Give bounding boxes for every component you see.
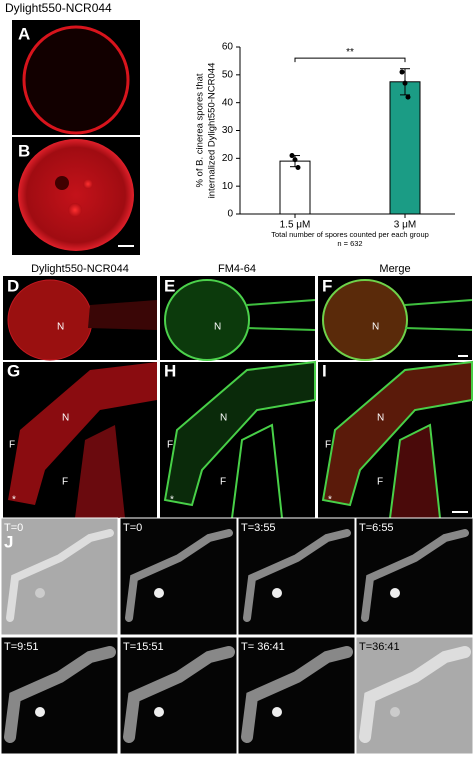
data-point (289, 153, 295, 159)
data-point (402, 80, 408, 86)
spore (390, 707, 400, 717)
spore (35, 588, 45, 598)
annotation: N (57, 322, 64, 333)
bar (389, 81, 421, 215)
y-tick-label: 10 (222, 181, 234, 192)
data-point (405, 94, 411, 100)
y-axis-label: internalized Dylight550-NCR044 (207, 63, 218, 199)
timestamp: T=15:51 (123, 641, 164, 653)
spore (164, 279, 250, 361)
spore (272, 707, 282, 717)
annotation: N (62, 413, 69, 424)
annotation: N (372, 322, 379, 333)
column-header: Dylight550-NCR044 (31, 263, 129, 275)
row-ghi (3, 360, 473, 519)
x-axis-label: n = 632 (337, 239, 362, 248)
annotation: F (9, 440, 15, 451)
hypha (125, 529, 233, 622)
panel-label: D (7, 276, 19, 295)
spot (68, 203, 82, 217)
spore (35, 707, 45, 717)
annotation: N (220, 413, 227, 424)
hypha (8, 362, 157, 505)
hypha (246, 299, 316, 331)
annotation: * (170, 495, 174, 506)
timestamp: T=36:41 (359, 641, 400, 653)
panel-label: G (7, 361, 20, 380)
annotation: F (377, 477, 383, 488)
panel-j (0, 517, 474, 755)
x-axis-label: Total number of spores counted per each … (271, 230, 429, 239)
vacuole (55, 176, 69, 190)
hypha (321, 360, 473, 507)
annotation: F (167, 440, 173, 451)
hypha (361, 529, 469, 622)
annotation: * (12, 495, 16, 506)
hypha (241, 646, 353, 743)
y-tick-label: 20 (222, 153, 234, 164)
significance-bracket (294, 57, 406, 63)
y-tick-label: 40 (222, 97, 234, 108)
row-def (3, 276, 473, 361)
hypha (6, 529, 114, 622)
panel-label: A (18, 24, 30, 43)
bar (279, 160, 311, 215)
y-tick-label: 60 (222, 42, 234, 53)
hypha (75, 425, 125, 518)
panel-label: H (164, 361, 176, 380)
annotation: F (220, 477, 226, 488)
panel-label: C (168, 19, 180, 38)
y-axis-label: % of B. cinerea spores that (195, 73, 206, 187)
spore (154, 588, 164, 598)
data-point (292, 157, 298, 163)
annotation: * (328, 495, 332, 506)
column-header: FM4-64 (218, 263, 256, 275)
hypha (359, 646, 471, 743)
panel-label: I (322, 361, 327, 380)
column-header: Merge (379, 263, 410, 275)
x-tick-label: 3 μM (394, 220, 416, 231)
annotation: F (325, 440, 331, 451)
panel-label: B (18, 141, 30, 160)
annotation: N (214, 322, 221, 333)
figure-header: Dylight550-NCR044 (5, 1, 112, 15)
spore (322, 279, 408, 361)
timestamp: T=9:51 (4, 641, 39, 653)
hypha (163, 360, 316, 507)
hypha (231, 423, 283, 519)
spore (22, 25, 130, 135)
hypha (4, 646, 116, 743)
hypha (123, 646, 235, 743)
spore (272, 588, 282, 598)
timestamp: T= 36:41 (241, 641, 285, 653)
hypha (389, 423, 441, 519)
spore (18, 139, 134, 251)
hypha (88, 300, 157, 330)
timestamp: T=0 (123, 522, 142, 534)
timestamp: T=6:55 (359, 522, 394, 534)
data-point (399, 69, 405, 75)
spore (390, 588, 400, 598)
panel-label: J (4, 532, 13, 551)
y-tick-label: 30 (222, 125, 234, 136)
timestamp: T=3:55 (241, 522, 276, 534)
y-tick-label: 50 (222, 69, 234, 80)
timestamp: T=0 (4, 522, 23, 534)
panel-label: E (164, 276, 175, 295)
panel-label: F (322, 276, 332, 295)
spot (83, 179, 93, 189)
annotation: F (62, 477, 68, 488)
x-tick-label: 1.5 μM (280, 220, 311, 231)
annotation: N (377, 413, 384, 424)
significance-label: ** (346, 47, 354, 58)
hypha (243, 529, 351, 622)
y-tick-label: 0 (227, 209, 233, 220)
spore (154, 707, 164, 717)
hypha (404, 299, 473, 331)
spore (7, 279, 93, 361)
data-point (295, 165, 301, 171)
